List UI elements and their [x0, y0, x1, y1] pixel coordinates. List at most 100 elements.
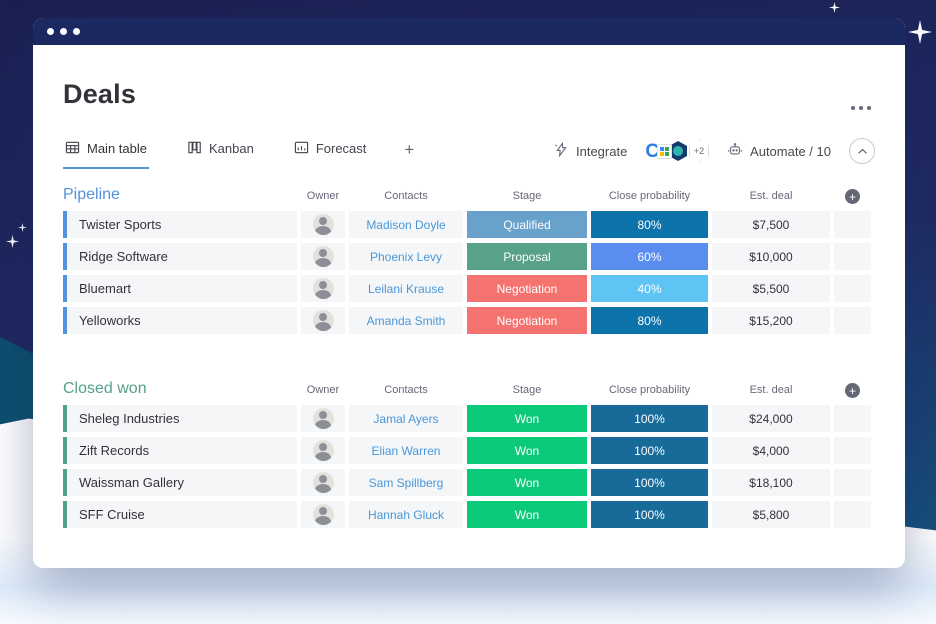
- deal-name-cell[interactable]: Waissman Gallery: [63, 469, 297, 496]
- tab-main-table[interactable]: Main table: [63, 140, 149, 169]
- board-groups: Pipeline Owner Contacts Stage Close prob…: [33, 170, 905, 528]
- deal-name-cell[interactable]: Twister Sports: [63, 211, 297, 238]
- owner-cell[interactable]: [301, 243, 345, 270]
- est-deal-cell[interactable]: $24,000: [712, 405, 830, 432]
- owner-cell[interactable]: [301, 211, 345, 238]
- contact-link[interactable]: Leilani Krause: [349, 275, 463, 302]
- deal-name-cell[interactable]: Bluemart: [63, 275, 297, 302]
- owner-cell[interactable]: [301, 307, 345, 334]
- group-title[interactable]: Pipeline: [63, 186, 120, 203]
- close-probability-cell[interactable]: 80%: [591, 211, 708, 238]
- tab-kanban[interactable]: Kanban: [185, 140, 256, 169]
- window-dot-icon[interactable]: [60, 28, 67, 35]
- deals-board-window: Deals Main table Kanban: [33, 18, 905, 568]
- contact-link[interactable]: Amanda Smith: [349, 307, 463, 334]
- est-deal-cell[interactable]: $7,500: [712, 211, 830, 238]
- column-header-stage[interactable]: Stage: [512, 384, 542, 396]
- stage-label[interactable]: Won: [467, 469, 587, 496]
- owner-cell[interactable]: [301, 275, 345, 302]
- column-header-stage[interactable]: Stage: [512, 190, 542, 202]
- deal-name-cell[interactable]: SFF Cruise: [63, 501, 297, 528]
- est-deal-cell[interactable]: $18,100: [712, 469, 830, 496]
- plus-icon: +: [845, 189, 860, 204]
- tab-label: Forecast: [315, 141, 367, 156]
- stage-label[interactable]: Negotiation: [467, 307, 587, 334]
- empty-cell[interactable]: [834, 469, 871, 496]
- column-header-contacts[interactable]: Contacts: [384, 190, 428, 202]
- stage-label[interactable]: Won: [467, 501, 587, 528]
- stage-label[interactable]: Qualified: [467, 211, 587, 238]
- empty-cell[interactable]: [834, 307, 871, 334]
- close-probability-cell[interactable]: 100%: [591, 437, 708, 464]
- column-header-owner[interactable]: Owner: [306, 190, 340, 202]
- column-header-est-deal[interactable]: Est. deal: [749, 384, 793, 396]
- empty-cell[interactable]: [834, 275, 871, 302]
- contact-link[interactable]: Elian Warren: [349, 437, 463, 464]
- table-row: Ridge Software Phoenix Levy Proposal 60%…: [63, 243, 875, 270]
- column-header-close-probability[interactable]: Close probability: [608, 384, 691, 396]
- owner-cell[interactable]: [301, 405, 345, 432]
- close-probability-cell[interactable]: 40%: [591, 275, 708, 302]
- table-row: SFF Cruise Hannah Gluck Won 100% $5,800: [63, 501, 875, 528]
- stage-label[interactable]: Negotiation: [467, 275, 587, 302]
- tab-label: Kanban: [208, 141, 254, 156]
- est-deal-cell[interactable]: $15,200: [712, 307, 830, 334]
- column-header-close-probability[interactable]: Close probability: [608, 190, 691, 202]
- stage-label[interactable]: Won: [467, 437, 587, 464]
- automate-label: Automate / 10: [750, 143, 831, 159]
- collapse-toolbar-button[interactable]: [849, 138, 875, 164]
- contact-link[interactable]: Sam Spillberg: [349, 469, 463, 496]
- deal-name-cell[interactable]: Sheleg Industries: [63, 405, 297, 432]
- close-probability-cell[interactable]: 60%: [591, 243, 708, 270]
- deal-name: Sheleg Industries: [79, 411, 180, 426]
- owner-cell[interactable]: [301, 501, 345, 528]
- deal-name-cell[interactable]: Yelloworks: [63, 307, 297, 334]
- integration-app-icons[interactable]: C +2: [645, 140, 710, 162]
- est-deal-cell[interactable]: $10,000: [712, 243, 830, 270]
- contact-link[interactable]: Madison Doyle: [349, 211, 463, 238]
- close-probability-cell[interactable]: 80%: [591, 307, 708, 334]
- table-row: Twister Sports Madison Doyle Qualified 8…: [63, 211, 875, 238]
- window-dot-icon[interactable]: [47, 28, 54, 35]
- est-deal-cell[interactable]: $4,000: [712, 437, 830, 464]
- add-column-button[interactable]: +: [834, 383, 871, 398]
- stage-label[interactable]: Won: [467, 405, 587, 432]
- group-title[interactable]: Closed won: [63, 380, 147, 397]
- view-tabs-bar: Main table Kanban Forecast +: [63, 138, 875, 170]
- owner-cell[interactable]: [301, 437, 345, 464]
- close-probability-cell[interactable]: 100%: [591, 405, 708, 432]
- deal-name-cell[interactable]: Ridge Software: [63, 243, 297, 270]
- est-deal-cell[interactable]: $5,500: [712, 275, 830, 302]
- column-header-owner[interactable]: Owner: [306, 384, 340, 396]
- empty-cell[interactable]: [834, 405, 871, 432]
- board-options-menu-icon[interactable]: [851, 106, 871, 110]
- add-column-button[interactable]: +: [834, 189, 871, 204]
- deal-name-cell[interactable]: Zift Records: [63, 437, 297, 464]
- empty-cell[interactable]: [834, 437, 871, 464]
- stage-label[interactable]: Proposal: [467, 243, 587, 270]
- empty-cell[interactable]: [834, 243, 871, 270]
- sparkle-icon: [829, 2, 840, 13]
- est-deal-cell[interactable]: $5,800: [712, 501, 830, 528]
- empty-cell[interactable]: [834, 501, 871, 528]
- contact-link[interactable]: Hannah Gluck: [349, 501, 463, 528]
- table-row: Yelloworks Amanda Smith Negotiation 80% …: [63, 307, 875, 334]
- robot-icon: [727, 142, 743, 160]
- automate-button[interactable]: Automate / 10: [727, 142, 831, 160]
- tab-forecast[interactable]: Forecast: [292, 140, 369, 169]
- contact-link[interactable]: Phoenix Levy: [349, 243, 463, 270]
- empty-cell[interactable]: [834, 211, 871, 238]
- plus-icon: +: [845, 383, 860, 398]
- window-dot-icon[interactable]: [73, 28, 80, 35]
- close-probability-cell[interactable]: 100%: [591, 501, 708, 528]
- deal-name: SFF Cruise: [79, 507, 145, 522]
- kanban-icon: [187, 140, 202, 158]
- column-header-est-deal[interactable]: Est. deal: [749, 190, 793, 202]
- close-probability-cell[interactable]: 100%: [591, 469, 708, 496]
- table-row: Waissman Gallery Sam Spillberg Won 100% …: [63, 469, 875, 496]
- contact-link[interactable]: Jamal Ayers: [349, 405, 463, 432]
- column-header-contacts[interactable]: Contacts: [384, 384, 428, 396]
- add-view-button[interactable]: +: [404, 139, 415, 159]
- integrate-button[interactable]: Integrate: [554, 141, 627, 160]
- owner-cell[interactable]: [301, 469, 345, 496]
